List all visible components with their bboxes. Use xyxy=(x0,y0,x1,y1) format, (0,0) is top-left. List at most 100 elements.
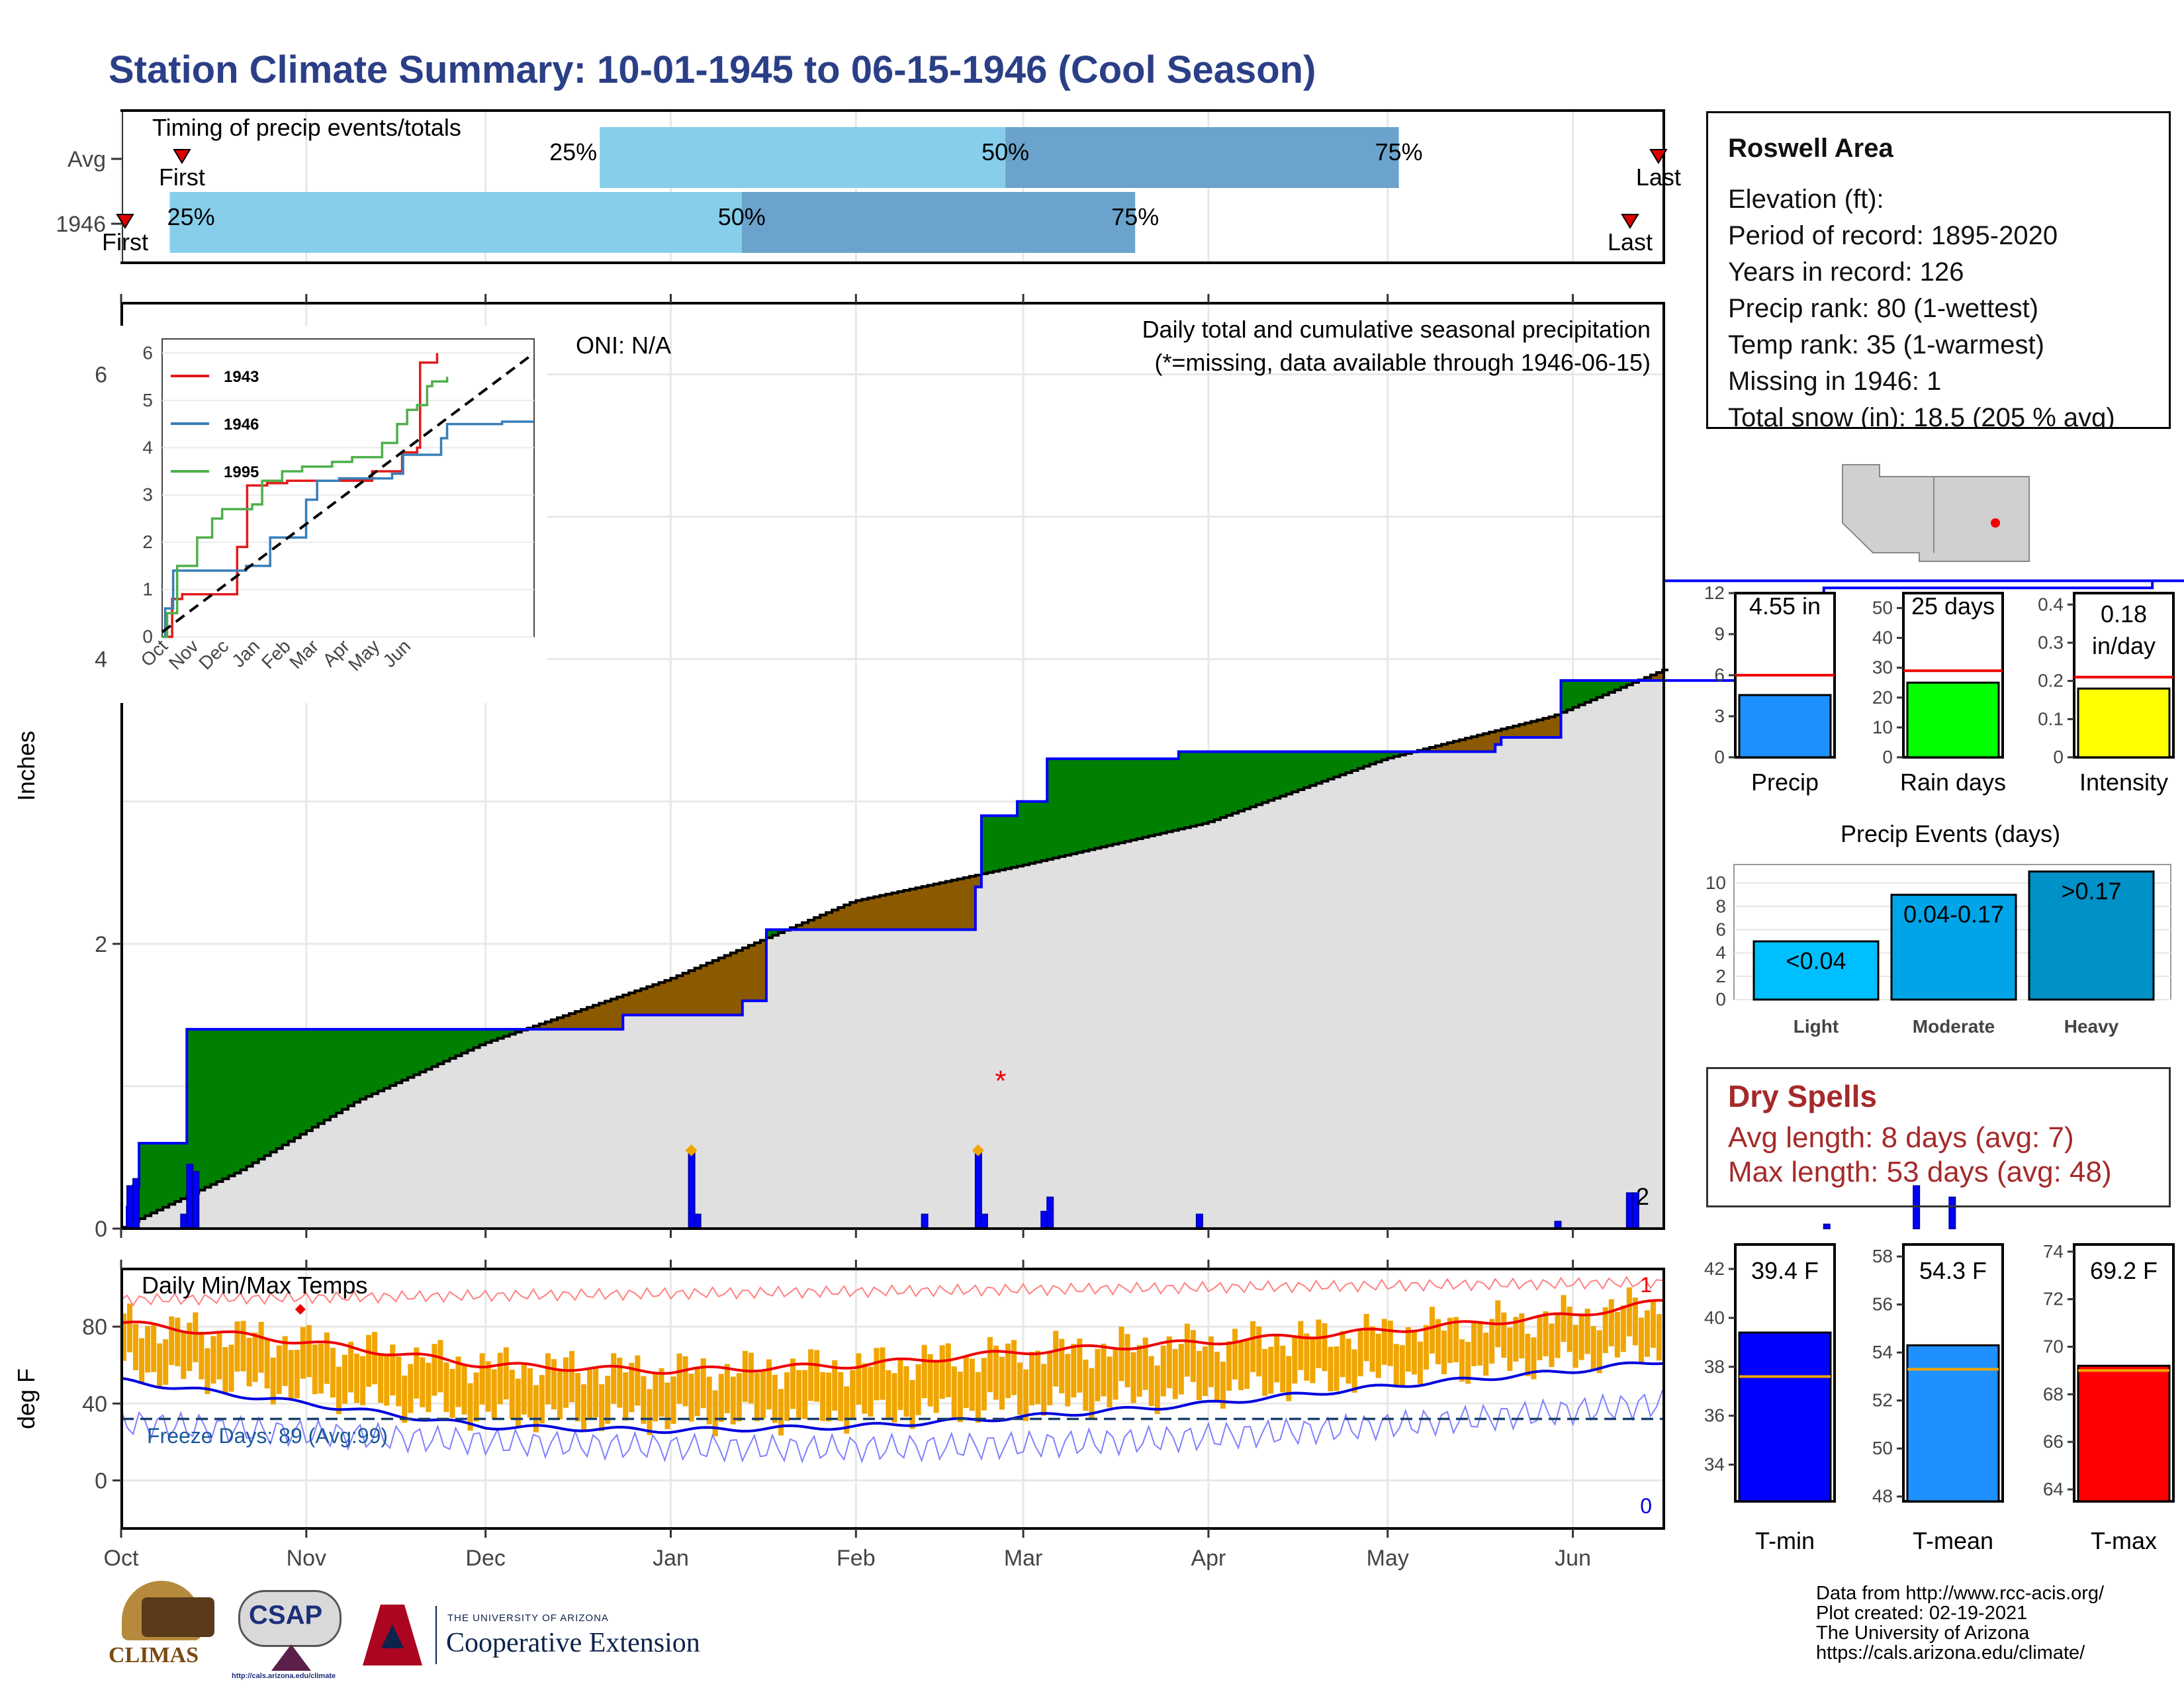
daily-temp-range-bar xyxy=(909,1380,915,1429)
daily-temp-range-bar xyxy=(635,1355,641,1406)
cumulative-base-area xyxy=(617,1029,623,1229)
cumulative-base-area xyxy=(1292,792,1298,1229)
daily-temp-range-bar xyxy=(1077,1338,1083,1393)
daily-temp-range-bar xyxy=(1148,1356,1154,1406)
cumulative-base-area xyxy=(539,1029,546,1229)
daily-temp-range-bar xyxy=(1537,1315,1543,1360)
surplus-area xyxy=(987,816,994,873)
inset-y-label: 0 xyxy=(142,626,153,647)
cumulative-base-area xyxy=(1160,833,1167,1229)
month-label: Jun xyxy=(1555,1546,1591,1571)
daily-temp-range-bar xyxy=(276,1345,282,1394)
deficit-area xyxy=(909,889,917,930)
t-max-summary-value: 69.2 F xyxy=(2090,1257,2158,1284)
daily-temp-range-bar xyxy=(1489,1319,1495,1364)
surplus-area xyxy=(252,1029,259,1163)
surplus-area xyxy=(1620,680,1627,688)
surplus-area xyxy=(181,1143,187,1199)
month-label: Dec xyxy=(465,1546,505,1571)
surplus-area xyxy=(246,1029,253,1166)
daily-temp-range-bar xyxy=(1220,1361,1226,1409)
surplus-area xyxy=(342,1029,349,1109)
daily-temp-range-bar xyxy=(1190,1330,1196,1382)
daily-temp-range-bar xyxy=(193,1312,199,1362)
cumulative-base-area xyxy=(1280,796,1287,1229)
daily-temp-range-bar xyxy=(432,1344,437,1396)
cumulative-base-area xyxy=(288,1141,295,1229)
daily-temp-range-bar xyxy=(1107,1356,1113,1408)
daily-temp-range-bar xyxy=(1274,1334,1280,1383)
cumulative-base-area xyxy=(306,1131,313,1229)
surplus-area xyxy=(1334,751,1341,777)
dry-spells-title: Dry Spells xyxy=(1728,1079,1877,1113)
surplus-area xyxy=(1065,759,1071,855)
deficit-area xyxy=(862,899,868,930)
first-event-label: First xyxy=(159,164,205,191)
deficit-area xyxy=(850,902,856,930)
surplus-area xyxy=(366,1029,373,1097)
cumulative-base-area xyxy=(1017,866,1024,1229)
surplus-area xyxy=(1304,751,1310,788)
daily-temp-range-bar xyxy=(258,1321,264,1373)
cumulative-base-area xyxy=(611,1029,617,1229)
inset-legend-label: 1946 xyxy=(224,416,259,434)
surplus-area xyxy=(1148,759,1156,836)
deficit-area xyxy=(718,958,725,1015)
cumulative-base-area xyxy=(455,1055,463,1229)
cumulative-base-area xyxy=(1202,823,1209,1229)
cumulative-base-area xyxy=(1274,798,1281,1229)
cumulative-base-area xyxy=(1286,794,1293,1229)
daily-temp-range-bar xyxy=(1166,1336,1172,1389)
cumulative-base-area xyxy=(808,929,815,1229)
daily-temp-range-bar xyxy=(1405,1327,1411,1372)
surplus-area xyxy=(1077,759,1083,853)
surplus-area xyxy=(1196,751,1203,825)
cumulative-base-area xyxy=(945,929,952,1229)
rain-days-summary-tick-label: 40 xyxy=(1872,628,1893,648)
daily-temp-range-bar xyxy=(461,1364,467,1415)
daily-temp-range-bar xyxy=(336,1366,342,1415)
events-bar-label: >0.17 xyxy=(2061,878,2121,905)
daily-temp-range-bar xyxy=(1172,1348,1178,1399)
precip-summary-value: 4.55 in xyxy=(1749,592,1821,620)
daily-temp-range-bar xyxy=(1184,1323,1190,1377)
daily-temp-range-bar xyxy=(145,1326,151,1373)
deficit-area xyxy=(826,912,833,930)
cumulative-base-area xyxy=(1113,844,1120,1229)
surplus-area xyxy=(1590,680,1598,700)
cumulative-base-area xyxy=(1650,680,1657,1229)
cumulative-base-area xyxy=(1519,737,1525,1229)
cumulative-base-area xyxy=(844,929,850,1229)
daily-temp-range-bar xyxy=(1298,1321,1304,1370)
cumulative-base-area xyxy=(264,1155,271,1229)
surplus-area xyxy=(1328,751,1335,779)
daily-temp-range-bar xyxy=(1501,1312,1507,1358)
cumulative-base-area xyxy=(1053,858,1060,1229)
daily-temp-range-bar xyxy=(1441,1330,1447,1374)
daily-temp-range-bar xyxy=(551,1359,557,1410)
deficit-area xyxy=(814,917,821,930)
surplus-area xyxy=(1041,801,1048,861)
daily-temp-range-bar xyxy=(1465,1342,1471,1384)
events-bar-label: <0.04 xyxy=(1786,947,1846,974)
surplus-area xyxy=(294,1029,301,1138)
surplus-area xyxy=(1130,759,1138,841)
cumulative-base-area xyxy=(181,1198,187,1229)
daily-temp-range-bar xyxy=(963,1355,969,1409)
daily-temp-range-bar xyxy=(1423,1325,1429,1370)
daily-temp-range-bar xyxy=(485,1361,491,1412)
deficit-area xyxy=(623,995,629,1015)
main-y-tick-label: 0 xyxy=(95,1217,107,1242)
daily-temp-range-bar xyxy=(372,1332,378,1385)
daily-temp-range-bar xyxy=(1435,1319,1441,1364)
cumulative-base-area xyxy=(1310,785,1317,1229)
deficit-area xyxy=(1525,723,1532,737)
daily-temp-range-bar xyxy=(653,1374,659,1422)
cumulative-base-area xyxy=(1483,751,1490,1229)
cumulative-base-area xyxy=(294,1137,301,1229)
daily-temp-range-bar xyxy=(246,1337,252,1387)
cumulative-base-area xyxy=(1596,697,1604,1229)
cumulative-base-area xyxy=(527,1029,534,1229)
daily-temp-range-bar xyxy=(539,1375,545,1424)
deficit-area xyxy=(1513,726,1520,737)
